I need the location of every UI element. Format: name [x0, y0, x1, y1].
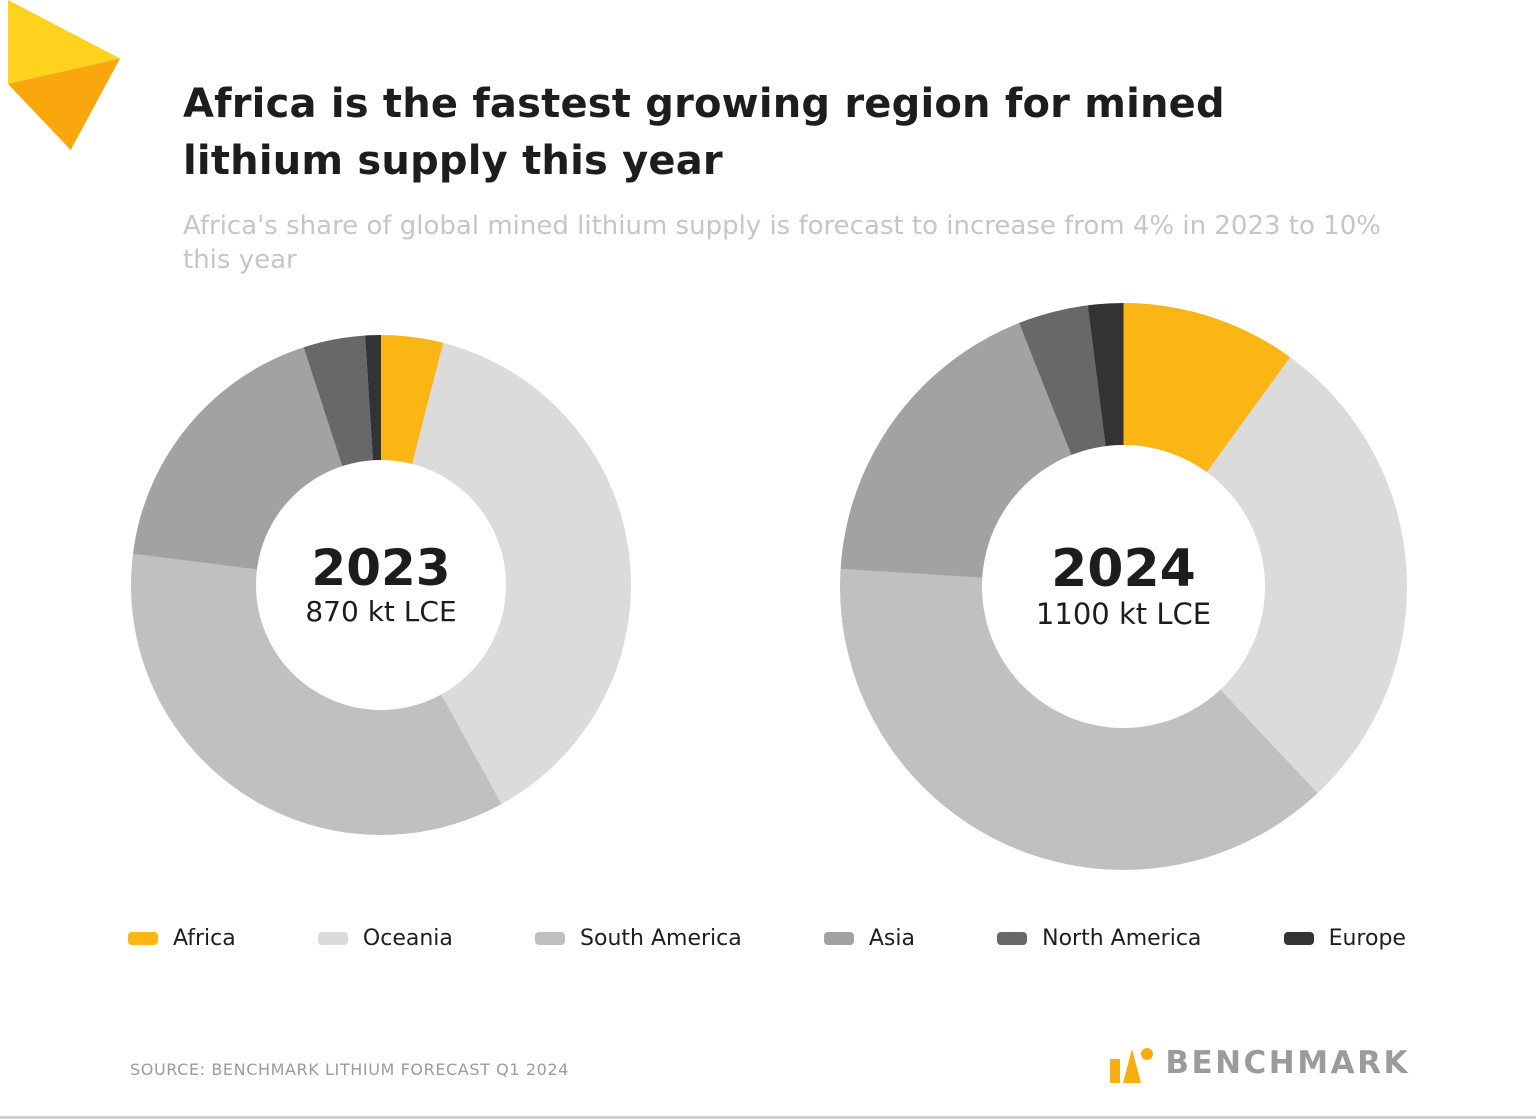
donut-2024-center: 2024 1100 kt LCE [981, 444, 1266, 729]
donut-2024-year-label: 2024 [1051, 538, 1196, 599]
corner-ribbon-decoration [8, 0, 120, 150]
legend-label-south-america: South America [580, 926, 742, 951]
donut-chart-2023: 2023 870 kt LCE [131, 335, 631, 835]
legend-item-africa: Africa [128, 926, 236, 951]
legend-swatch-asia [823, 932, 854, 945]
legend-swatch-europe [1283, 932, 1314, 945]
benchmark-logo-text: BENCHMARK [1165, 1045, 1410, 1081]
legend-swatch-north-america [997, 932, 1028, 945]
bottom-divider [0, 1116, 1536, 1119]
legend-item-south-america: South America [535, 926, 742, 951]
legend-swatch-oceania [317, 932, 348, 945]
legend-item-asia: Asia [823, 926, 915, 951]
legend-label-north-america: North America [1042, 926, 1202, 951]
page-subtitle: Africa's share of global mined lithium s… [183, 211, 1381, 275]
legend-swatch-africa [128, 932, 158, 945]
benchmark-logo-icon [1110, 1048, 1154, 1083]
benchmark-logo: BENCHMARK [1109, 1041, 1410, 1085]
legend-label-oceania: Oceania [362, 926, 453, 951]
legend-label-asia: Asia [868, 926, 915, 951]
legend-item-europe: Europe [1283, 926, 1406, 951]
donut-2023-center: 2023 870 kt LCE [256, 460, 506, 710]
donut-2023-total-label: 870 kt LCE [305, 594, 457, 628]
legend-label-africa: Africa [173, 926, 236, 951]
donut-2023-year-label: 2023 [311, 538, 451, 597]
legend-swatch-south-america [535, 932, 566, 945]
donut-2024-total-label: 1100 kt LCE [1035, 596, 1212, 631]
page-title: Africa is the fastest growing region for… [183, 81, 1225, 184]
legend-item-north-america: North America [997, 926, 1201, 951]
legend-item-oceania: Oceania [317, 926, 453, 951]
legend: Africa Oceania South America Asia North … [128, 926, 1406, 951]
donut-chart-2024: 2024 1100 kt LCE [840, 303, 1407, 870]
legend-label-europe: Europe [1328, 926, 1406, 951]
source-note: SOURCE: BENCHMARK LITHIUM FORECAST Q1 20… [130, 1060, 569, 1079]
